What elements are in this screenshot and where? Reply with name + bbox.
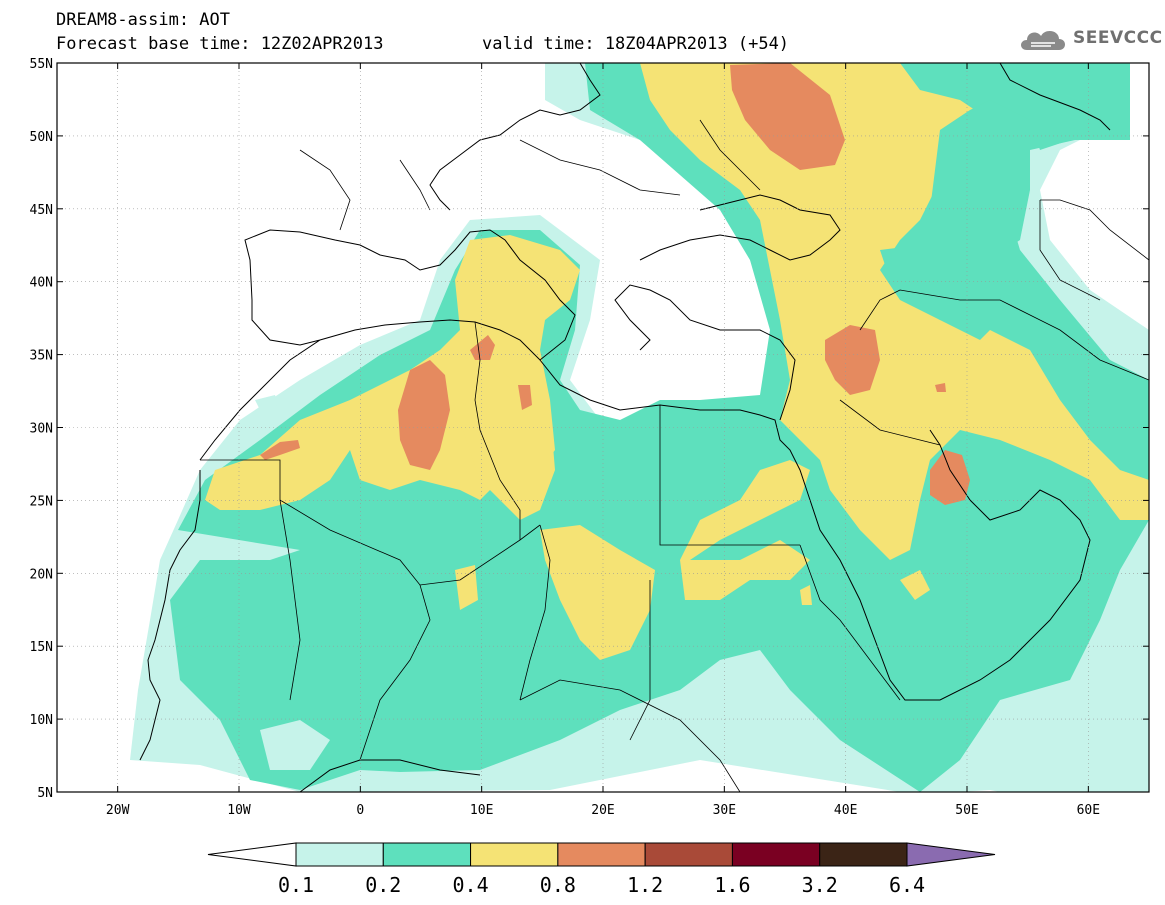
lat-label: 15N — [30, 640, 53, 655]
lat-label: 30N — [30, 422, 53, 437]
lat-label: 25N — [30, 494, 53, 509]
aot-level-0.2-inner — [880, 100, 1100, 340]
colorbar-label: 1.2 — [627, 873, 663, 897]
colorbar-over-arrow — [906, 842, 996, 867]
colorbar-label: 0.1 — [278, 873, 314, 897]
colorbar-box — [731, 842, 821, 867]
colorbar-label: 0.2 — [365, 873, 401, 897]
cloud-logo-icon — [1021, 30, 1065, 50]
colorbar-label: 0.8 — [540, 873, 576, 897]
lat-label: 35N — [30, 349, 53, 364]
seevccc-logo: SEEVCCC — [1017, 24, 1162, 56]
colorbar-label: 6.4 — [889, 873, 925, 897]
colorbar-box — [295, 842, 384, 867]
colorbar-box — [644, 842, 733, 867]
aot-level-0.1-pockets — [260, 720, 330, 770]
lat-label: 40N — [30, 276, 53, 291]
logo-text: SEEVCCC — [1073, 28, 1163, 48]
graticule — [57, 63, 1149, 792]
colorbar-box — [557, 842, 646, 867]
lon-label: 0 — [356, 803, 364, 818]
lat-label: 50N — [30, 130, 53, 145]
colorbar-label: 3.2 — [802, 873, 838, 897]
lon-label: 40E — [834, 803, 857, 818]
lon-label: 30E — [713, 803, 736, 818]
axis-ticks — [57, 62, 1149, 793]
lon-label: 50E — [955, 803, 978, 818]
lon-label: 60E — [1077, 803, 1100, 818]
lat-label: 45N — [30, 203, 53, 218]
colorbar-box — [819, 842, 908, 867]
colorbar-under-arrow — [207, 842, 297, 867]
aot-level-0.8 — [260, 63, 970, 505]
lat-label: 10N — [30, 713, 53, 728]
lat-label: 5N — [37, 786, 53, 801]
lon-label: 20W — [106, 803, 130, 818]
lat-label: 20N — [30, 567, 53, 582]
longitude-labels: 20W 10W 0 10E 20E 30E 40E 50E 60E — [106, 803, 1100, 818]
coastlines — [139, 63, 1111, 792]
lon-label: 20E — [591, 803, 614, 818]
aot-level-0.2 — [170, 63, 1149, 792]
map-title: DREAM8-assim: AOT — [56, 10, 230, 30]
lat-label: 55N — [30, 57, 53, 72]
colorbar-box — [382, 842, 472, 867]
lon-label: 10W — [227, 803, 251, 818]
colorbar-label: 0.4 — [453, 873, 489, 897]
forecast-base-time: Forecast base time: 12Z02APR2013 — [56, 34, 384, 54]
lon-label: 10E — [470, 803, 493, 818]
country-borders — [200, 119, 1149, 792]
valid-time: valid time: 18Z04APR2013 (+54) — [482, 34, 790, 54]
latitude-labels: 55N 50N 45N 40N 35N 30N 25N 20N 15N 10N 5N — [30, 57, 53, 801]
aot-level-0.4 — [205, 63, 1149, 660]
colorbar-box — [470, 842, 559, 867]
colorbar-label: 1.6 — [714, 873, 750, 897]
